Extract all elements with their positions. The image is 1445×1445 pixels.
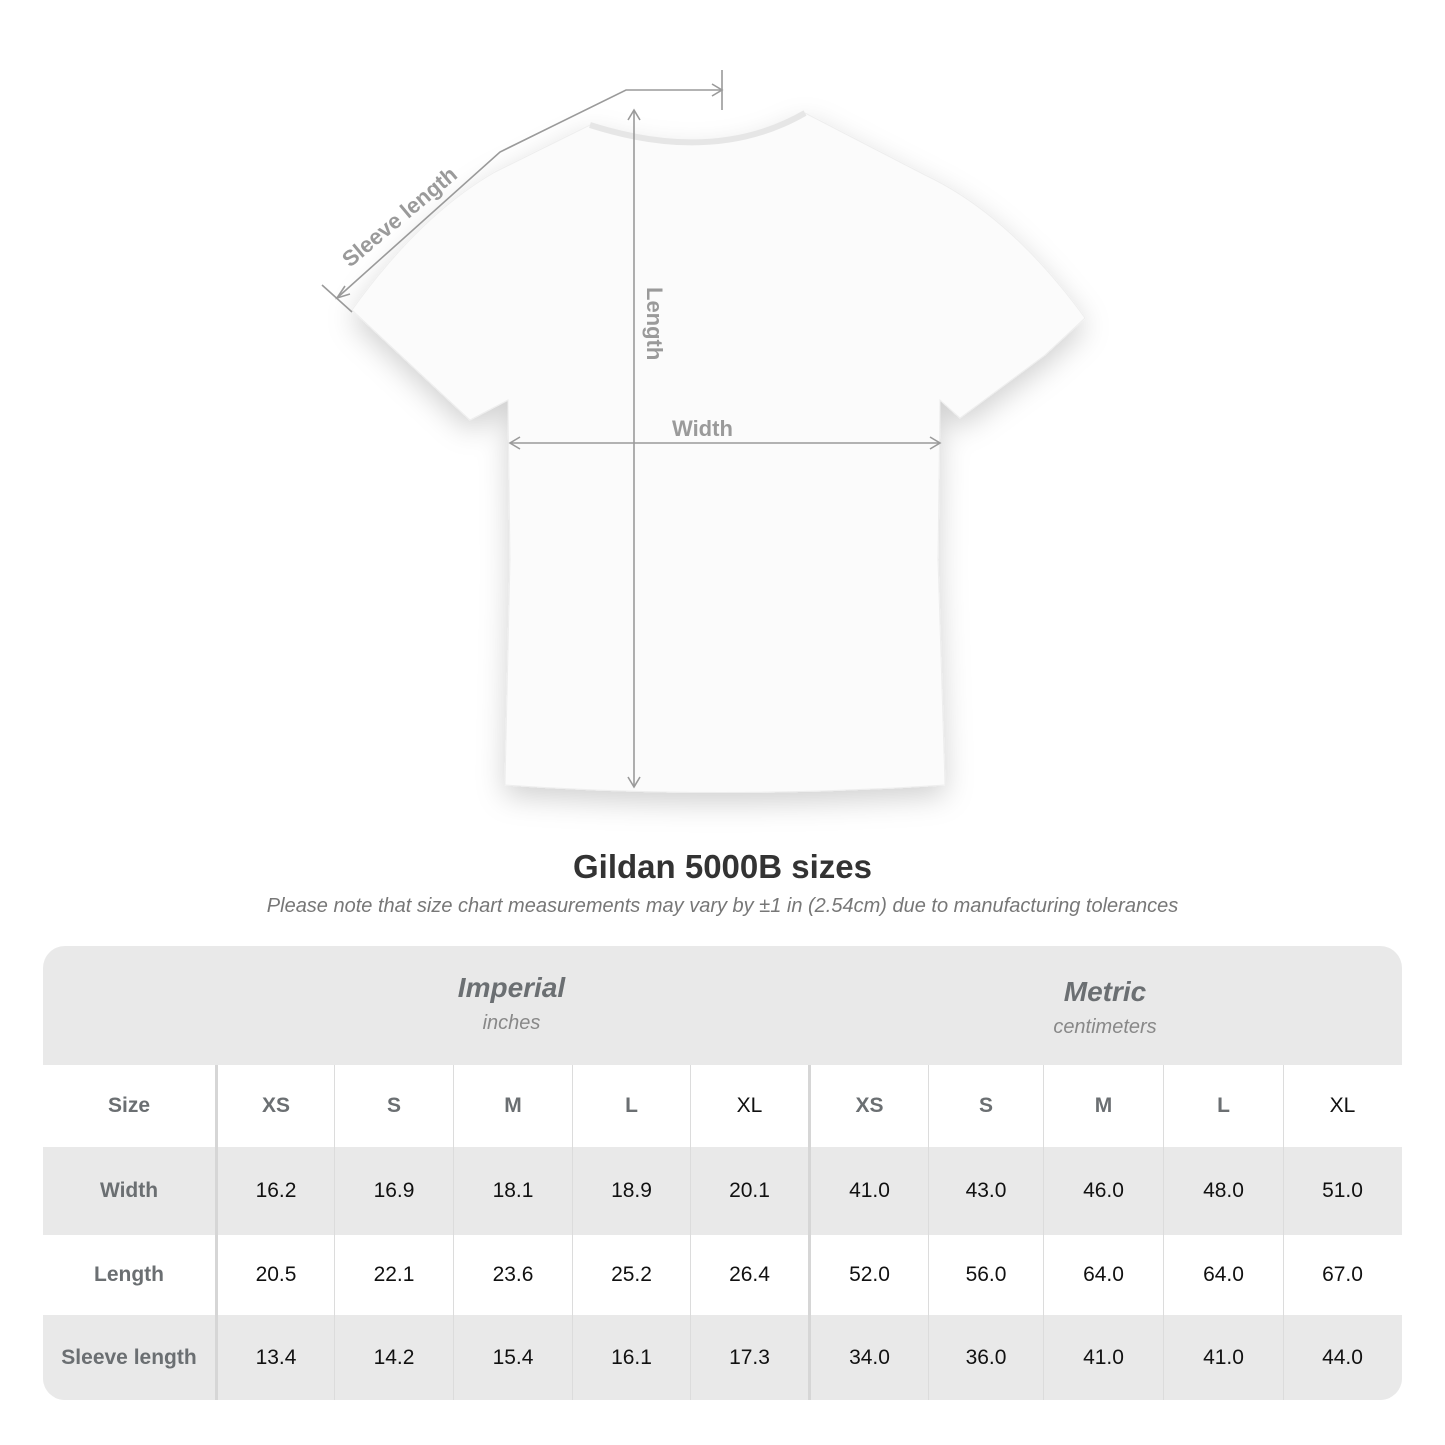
tshirt-diagram: Sleeve length Length Width	[321, 70, 1086, 793]
imperial-size-header: L	[572, 1065, 690, 1147]
metric-size-header: S	[928, 1065, 1043, 1147]
imperial-value-cell: 20.1	[690, 1147, 808, 1235]
metric-value-cell: 64.0	[1043, 1235, 1163, 1315]
metric-size-header: M	[1043, 1065, 1163, 1147]
metric-value-cell: 41.0	[808, 1147, 928, 1235]
row-label: Sleeve length	[61, 1345, 197, 1369]
table-row: Length 20.5 22.1 23.6 25.2 26.4 52.0 56.0 64.0 64…	[43, 1235, 1402, 1315]
metric-value-cell: 36.0	[928, 1315, 1043, 1400]
imperial-size-header: M	[453, 1065, 572, 1147]
imperial-value-cell: 16.9	[334, 1147, 453, 1235]
tolerance-note: Please note that size chart measurements…	[266, 895, 1179, 917]
metric-value-cell: 43.0	[928, 1147, 1043, 1235]
metric-value-cell: 67.0	[1283, 1235, 1401, 1315]
imperial-value-cell: 15.4	[453, 1315, 572, 1400]
metric-size-header: XL	[1283, 1065, 1401, 1147]
width-dimension-line	[508, 436, 942, 450]
width-label: Width	[672, 416, 733, 441]
imperial-value-cell: 25.2	[572, 1235, 690, 1315]
imperial-title: Imperial	[457, 972, 566, 1003]
length-label: Length	[642, 287, 667, 360]
size-column-header: Size	[107, 1094, 151, 1117]
row-label: Width	[99, 1179, 159, 1202]
row-label: Length	[94, 1263, 164, 1286]
metric-value-cell: 34.0	[808, 1315, 928, 1400]
imperial-unit: inches	[482, 1012, 541, 1034]
metric-value-cell: 41.0	[1163, 1315, 1283, 1400]
imperial-value-cell: 26.4	[690, 1235, 808, 1315]
sleeve-length-dimension-line	[321, 70, 724, 313]
metric-value-cell: 41.0	[1043, 1315, 1163, 1400]
table-row: Width 16.2 16.9 18.1 18.9 20.1 41.0 43.0 46.0 48.…	[43, 1147, 1402, 1235]
imperial-size-header: XS	[215, 1065, 334, 1147]
metric-value-cell: 51.0	[1283, 1147, 1401, 1235]
metric-title: Metric	[1063, 976, 1147, 1007]
metric-value-cell: 64.0	[1163, 1235, 1283, 1315]
imperial-value-cell: 13.4	[215, 1315, 334, 1400]
imperial-size-header: XL	[690, 1065, 808, 1147]
tshirt-image	[351, 112, 1086, 793]
metric-value-cell: 44.0	[1283, 1315, 1401, 1400]
imperial-size-header: S	[334, 1065, 453, 1147]
imperial-value-cell: 23.6	[453, 1235, 572, 1315]
metric-size-header: L	[1163, 1065, 1283, 1147]
table-row: Sleeve length 13.4 14.2 15.4 16.1 17.3 34.0 36.…	[43, 1315, 1402, 1400]
metric-value-cell: 56.0	[928, 1235, 1043, 1315]
metric-unit: centimeters	[1053, 1016, 1157, 1038]
imperial-value-cell: 18.1	[453, 1147, 572, 1235]
imperial-value-cell: 16.1	[572, 1315, 690, 1400]
imperial-value-cell: 22.1	[334, 1235, 453, 1315]
imperial-header: Imperial inches	[215, 946, 808, 1065]
imperial-value-cell: 17.3	[690, 1315, 808, 1400]
metric-value-cell: 48.0	[1163, 1147, 1283, 1235]
imperial-value-cell: 16.2	[215, 1147, 334, 1235]
metric-size-header: XS	[808, 1065, 928, 1147]
imperial-value-cell: 14.2	[334, 1315, 453, 1400]
metric-value-cell: 46.0	[1043, 1147, 1163, 1235]
page-title: Gildan 5000B sizes	[573, 848, 872, 885]
metric-header: Metric centimeters	[808, 946, 1402, 1065]
size-header-row: Size XS S M L XL XS S M L XL	[43, 1065, 1402, 1147]
size-table: Imperial inches Metric centimeters Size X…	[43, 946, 1402, 1400]
imperial-value-cell: 18.9	[572, 1147, 690, 1235]
length-dimension-line	[627, 108, 641, 789]
metric-value-cell: 52.0	[808, 1235, 928, 1315]
imperial-value-cell: 20.5	[215, 1235, 334, 1315]
